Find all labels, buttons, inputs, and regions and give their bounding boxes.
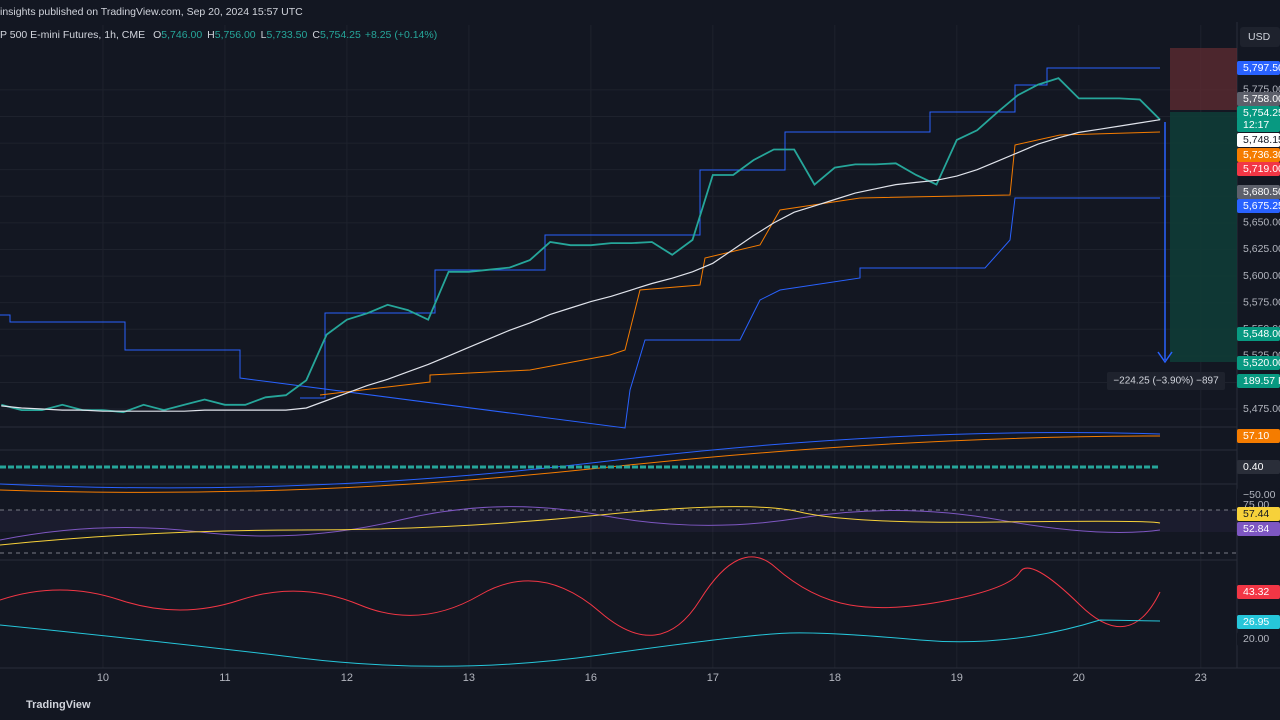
price-tag [1237, 106, 1280, 120]
adx-line [0, 556, 1161, 636]
y-tick-label: 5,475.00 [1243, 403, 1280, 415]
ohlc-value: 5,733.50 [266, 29, 307, 41]
change: +8.25 (+0.14%) [365, 29, 437, 41]
price-tag-label: 5,719.00 [1243, 163, 1280, 175]
price-tag-label: 5,748.15 [1243, 134, 1280, 146]
price-tag-label: 5,548.00 [1243, 328, 1280, 340]
channel-upper [300, 67, 1160, 399]
price-tag [1237, 374, 1280, 388]
price-tag-label: 52.84 [1243, 523, 1269, 535]
ohlc-key: O [153, 29, 161, 41]
price-tag-label: −50.00 [1243, 489, 1276, 501]
published-line: insights published on TradingView.com, S… [0, 6, 303, 18]
ohlc-key: C [312, 29, 320, 41]
ohlc-value: 5,754.25 [320, 29, 361, 41]
x-tick-label: 11 [219, 672, 230, 684]
currency: USD [1248, 31, 1271, 43]
price-tag [1237, 585, 1280, 599]
price-tag-label: 43.32 [1243, 586, 1269, 598]
x-tick-label: 13 [463, 672, 475, 684]
price-tag [1237, 522, 1280, 536]
currency-box [1240, 27, 1280, 47]
y-tick-label: 5,650.00 [1243, 217, 1280, 229]
price-tag [1237, 61, 1280, 75]
channel-mid [319, 131, 1161, 396]
price-tag [1237, 185, 1280, 199]
y-tick-label: 5,575.00 [1243, 296, 1280, 308]
price-tag [1237, 118, 1280, 132]
price-tag-label: 12:17 [1243, 119, 1269, 131]
ohlc-value: 5,756.00 [215, 29, 256, 41]
ohlc-key: L [261, 29, 267, 41]
price-tag-label: 57.44 [1243, 508, 1269, 520]
price-tag [1237, 92, 1280, 106]
rsi-band [0, 510, 1237, 532]
price-tag-label: 189.57 K [1243, 375, 1280, 387]
brand: TradingView [26, 699, 91, 711]
rsi-ma [0, 506, 1161, 546]
ohlc-value: 5,746.00 [161, 29, 202, 41]
x-tick-label: 10 [97, 672, 109, 684]
series-line [1, 119, 1161, 412]
price-tag-label: 5,797.50 [1243, 62, 1280, 74]
channel-lower [0, 197, 1160, 429]
price-tag [1237, 148, 1280, 162]
price-tag [1237, 429, 1280, 443]
annotation: −224.25 (−3.90%) −897 [1113, 376, 1219, 387]
price-tag [1237, 460, 1280, 474]
price-tag [1237, 327, 1280, 341]
x-tick-label: 16 [585, 672, 597, 684]
price-tag-label: 20.00 [1243, 633, 1269, 645]
symbol-line: P 500 E-mini Futures, 1h, CME O5,746.00 H5… [0, 29, 437, 41]
price-tag-label: 57.10 [1243, 430, 1269, 442]
indicator-line [0, 435, 1161, 493]
target-zone [1170, 112, 1237, 362]
price-tag-label: 5,680.50 [1243, 186, 1280, 198]
price-tag [1237, 615, 1280, 629]
series-line [1, 77, 1161, 414]
x-tick-label: 17 [707, 672, 719, 684]
stop-zone [1170, 48, 1237, 110]
x-tick-label: 20 [1073, 672, 1085, 684]
price-tag [1237, 356, 1280, 370]
price-tag-label: 5,758.00 [1243, 93, 1280, 105]
y-tick-label: 5,600.00 [1243, 270, 1280, 282]
price-tag-label: 5,736.30 [1243, 149, 1280, 161]
price-tag-label: 5,675.25 [1243, 200, 1280, 212]
price-tag [1237, 133, 1280, 147]
ohlc-key: H [207, 29, 215, 41]
adx-line [0, 619, 1161, 667]
y-tick-label: 5,625.00 [1243, 243, 1280, 255]
x-tick-label: 19 [951, 672, 963, 684]
price-tag-label: 5,754.25 [1243, 107, 1280, 119]
price-tag-label: 5,520.00 [1243, 357, 1280, 369]
price-tag-label: 26.95 [1243, 616, 1269, 628]
x-tick-label: 23 [1195, 672, 1207, 684]
price-tag-label: 0.40 [1243, 461, 1264, 473]
annotation-box [1107, 372, 1225, 390]
symbol: P 500 E-mini Futures, 1h, CME [0, 29, 145, 41]
price-tag [1237, 632, 1280, 646]
x-tick-label: 12 [341, 672, 353, 684]
price-tag [1237, 507, 1280, 521]
arrow-head [1157, 351, 1173, 364]
x-tick-label: 18 [829, 672, 841, 684]
indicator-line [0, 432, 1161, 489]
price-tag [1237, 199, 1280, 213]
price-tag [1237, 162, 1280, 176]
